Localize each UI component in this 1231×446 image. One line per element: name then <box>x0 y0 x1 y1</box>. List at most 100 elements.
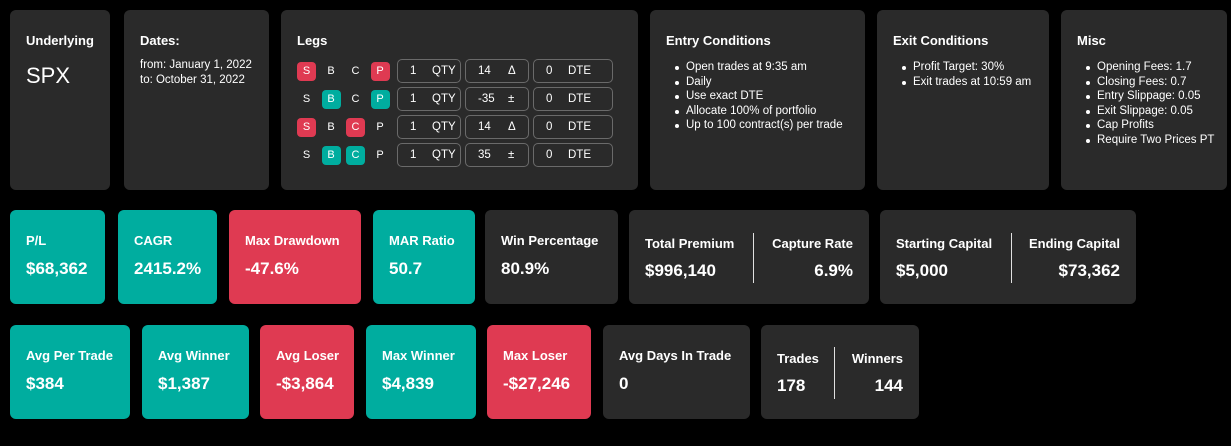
buy-toggle[interactable]: B <box>327 65 335 77</box>
list-item: Closing Fees: 0.7 <box>1077 75 1214 90</box>
dates-range: from: January 1, 2022 to: October 31, 20… <box>140 58 252 88</box>
max-drawdown-card: Max Drawdown -47.6% <box>229 210 361 304</box>
avg-loser-card: Avg Loser -$3,864 <box>260 325 354 419</box>
dte-field[interactable]: 0 DTE <box>533 87 613 111</box>
starting-capital-value: $5,000 <box>896 261 948 280</box>
mar-ratio-title: MAR Ratio <box>389 233 455 248</box>
qty-unit: QTY <box>432 65 456 77</box>
total-premium-value: $996,140 <box>645 261 716 280</box>
entry-conditions-card: Entry Conditions Open trades at 9:35 am … <box>650 10 865 190</box>
call-toggle[interactable]: C <box>346 145 365 165</box>
leg-row: S B C P 1 QTY 35 ± 0 DTE <box>297 143 617 167</box>
dte-field[interactable]: 0 DTE <box>533 59 613 83</box>
call-toggle[interactable]: C <box>346 117 365 137</box>
put-toggle[interactable]: P <box>376 121 384 133</box>
qty-field[interactable]: 1 QTY <box>397 59 461 83</box>
buy-toggle[interactable]: B <box>321 145 341 165</box>
put-toggle[interactable]: P <box>376 149 384 161</box>
max-loser-title: Max Loser <box>503 348 568 363</box>
call-toggle[interactable]: C <box>351 93 360 105</box>
dte-field[interactable]: 0 DTE <box>533 115 613 139</box>
avg-per-trade-title: Avg Per Trade <box>26 348 113 363</box>
avg-days-card: Avg Days In Trade 0 <box>603 325 750 419</box>
list-item: Exit Slippage: 0.05 <box>1077 104 1214 119</box>
legs-grid: S B C P 1 QTY 14 Δ 0 DTE S B C P 1 QTY -35 ± … <box>297 59 617 167</box>
dte-unit: DTE <box>568 121 591 133</box>
underlying-card: Underlying SPX <box>10 10 110 190</box>
max-drawdown-value: -47.6% <box>245 259 299 278</box>
list-item: Require Two Prices PT <box>1077 133 1214 148</box>
leg-row: S B C P 1 QTY 14 Δ 0 DTE <box>297 115 617 139</box>
capture-rate-title: Capture Rate <box>772 236 853 251</box>
max-winner-value: $4,839 <box>382 374 434 393</box>
cagr-title: CAGR <box>134 233 173 248</box>
leg-row: S B C P 1 QTY -35 ± 0 DTE <box>297 87 617 111</box>
leg-row: S B C P 1 QTY 14 Δ 0 DTE <box>297 59 617 83</box>
put-toggle[interactable]: P <box>370 89 390 109</box>
sell-toggle[interactable]: S <box>297 61 316 81</box>
dte-unit: DTE <box>568 65 591 77</box>
capture-rate-value: 6.9% <box>814 261 853 280</box>
underlying-value: SPX <box>26 63 71 88</box>
delta-unit: ± <box>508 93 515 105</box>
premium-card: Total Premium $996,140 Capture Rate 6.9% <box>629 210 869 304</box>
qty-unit: QTY <box>432 121 456 133</box>
dte-value: 0 <box>546 121 553 133</box>
delta-field[interactable]: 14 Δ <box>465 115 529 139</box>
sell-toggle[interactable]: S <box>297 117 316 137</box>
sell-toggle[interactable]: S <box>302 93 311 105</box>
avg-days-title: Avg Days In Trade <box>619 348 732 363</box>
underlying-title: Underlying <box>26 33 94 48</box>
win-percentage-card: Win Percentage 80.9% <box>485 210 618 304</box>
entry-conditions-list: Open trades at 9:35 am Daily Use exact D… <box>666 60 843 133</box>
delta-field[interactable]: 14 Δ <box>465 59 529 83</box>
divider <box>834 347 835 399</box>
dte-value: 0 <box>546 65 553 77</box>
call-toggle[interactable]: C <box>351 65 360 77</box>
capital-card: Starting Capital $5,000 Ending Capital $… <box>880 210 1136 304</box>
exit-conditions-card: Exit Conditions Profit Target: 30% Exit … <box>877 10 1049 190</box>
starting-capital-title: Starting Capital <box>896 236 993 251</box>
winners-value: 144 <box>874 376 903 395</box>
buy-toggle[interactable]: B <box>321 89 341 109</box>
divider <box>753 233 754 283</box>
qty-value: 1 <box>410 65 417 77</box>
pl-title: P/L <box>26 233 47 248</box>
qty-unit: QTY <box>432 149 456 161</box>
qty-value: 1 <box>410 121 417 133</box>
delta-value: -35 <box>478 93 495 105</box>
dte-field[interactable]: 0 DTE <box>533 143 613 167</box>
divider <box>1011 233 1012 283</box>
avg-days-value: 0 <box>619 374 629 393</box>
sell-toggle[interactable]: S <box>302 149 311 161</box>
avg-loser-value: -$3,864 <box>276 374 334 393</box>
dte-unit: DTE <box>568 93 591 105</box>
mar-ratio-value: 50.7 <box>389 259 423 278</box>
qty-value: 1 <box>410 149 417 161</box>
qty-field[interactable]: 1 QTY <box>397 115 461 139</box>
ending-capital-value: $73,362 <box>1058 261 1120 280</box>
max-drawdown-title: Max Drawdown <box>245 233 340 248</box>
dates-to: to: October 31, 2022 <box>140 74 245 86</box>
misc-list: Opening Fees: 1.7 Closing Fees: 0.7 Entr… <box>1077 60 1214 147</box>
buy-toggle[interactable]: B <box>327 121 335 133</box>
winners-title: Winners <box>851 351 903 366</box>
delta-field[interactable]: -35 ± <box>465 87 529 111</box>
qty-value: 1 <box>410 93 417 105</box>
dates-from: from: January 1, 2022 <box>140 59 252 71</box>
exit-conditions-title: Exit Conditions <box>893 33 989 48</box>
qty-field[interactable]: 1 QTY <box>397 87 461 111</box>
list-item: Exit trades at 10:59 am <box>893 75 1031 90</box>
delta-field[interactable]: 35 ± <box>465 143 529 167</box>
qty-field[interactable]: 1 QTY <box>397 143 461 167</box>
mar-ratio-card: MAR Ratio 50.7 <box>373 210 475 304</box>
avg-winner-title: Avg Winner <box>158 348 230 363</box>
list-item: Entry Slippage: 0.05 <box>1077 89 1214 104</box>
delta-unit: Δ <box>508 121 516 133</box>
cagr-card: CAGR 2415.2% <box>118 210 217 304</box>
dte-value: 0 <box>546 93 553 105</box>
delta-unit: Δ <box>508 65 516 77</box>
avg-per-trade-value: $384 <box>26 374 64 393</box>
put-toggle[interactable]: P <box>370 61 390 81</box>
pl-card: P/L $68,362 <box>10 210 105 304</box>
